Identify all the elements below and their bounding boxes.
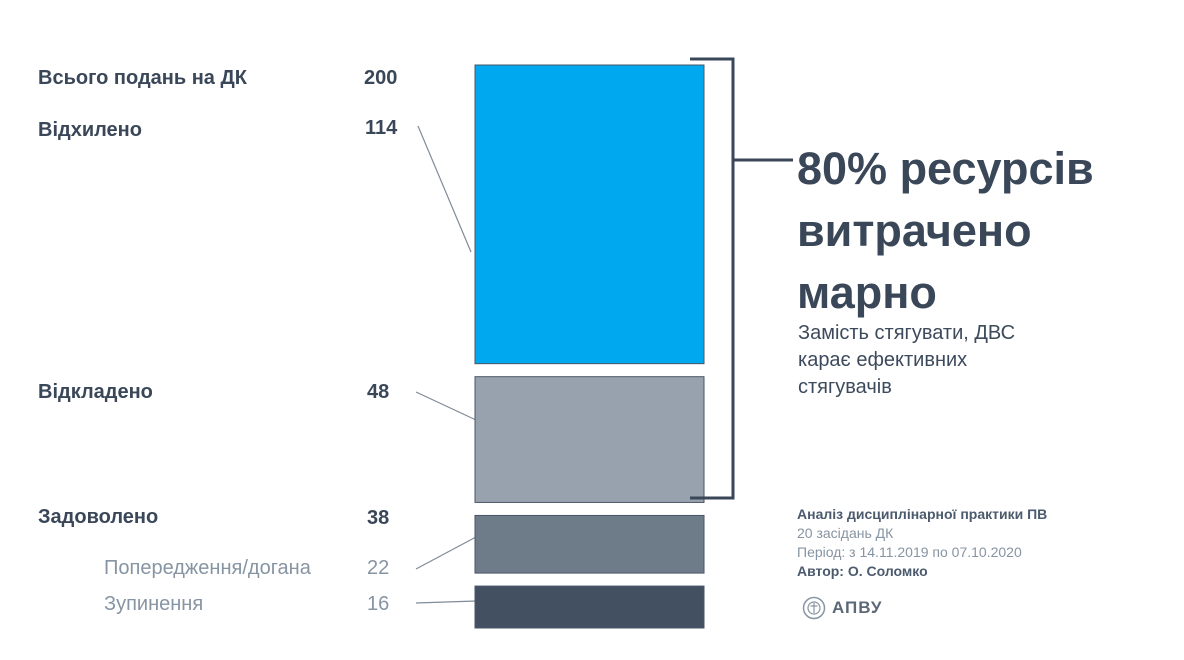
headline: 80% ресурсів витрачено марно <box>797 138 1094 324</box>
warning-label: Попередження/догана <box>104 557 311 579</box>
subtext-line-3: стягувачів <box>798 376 892 398</box>
postponed-value: 48 <box>367 381 390 403</box>
info-block: Аналіз дисциплінарної практики ПВ 20 зас… <box>797 505 1047 581</box>
subtext-line-2: карає ефективних <box>798 349 968 371</box>
subtext-line-1: Замість стягувати, ДВС <box>798 322 1016 344</box>
bar-suspension <box>474 585 705 629</box>
info-author: Автор: О. Соломко <box>797 563 928 579</box>
satisfied-label: Задоволено <box>38 506 159 528</box>
headline-line-2: витрачено <box>797 205 1032 256</box>
total-label: Всього подань на ДК <box>38 67 247 89</box>
apvu-emblem-icon <box>802 596 826 620</box>
satisfied-value: 38 <box>367 507 390 529</box>
suspension-leader-line <box>415 600 477 604</box>
total-value: 200 <box>364 67 398 89</box>
rejected-value: 114 <box>365 117 398 139</box>
bracket <box>690 57 793 500</box>
bar-rejected <box>474 64 705 365</box>
info-title: Аналіз дисциплінарної практики ПВ <box>797 506 1048 522</box>
bar-postponed <box>474 376 705 503</box>
warning-leader-line <box>415 536 477 570</box>
warning-value: 22 <box>367 557 390 579</box>
info-period: Період: з 14.11.2019 по 07.10.2020 <box>797 544 1022 560</box>
headline-line-1: 80% ресурсів <box>797 143 1094 194</box>
bar-warning <box>474 514 705 574</box>
apvu-logo: АПВУ <box>802 596 882 620</box>
postponed-leader-line <box>415 391 477 421</box>
postponed-label: Відкладено <box>38 381 153 403</box>
subtext: Замість стягувати, ДВС карає ефективних … <box>798 320 1015 401</box>
rejected-label: Відхилено <box>38 119 142 141</box>
headline-line-3: марно <box>797 267 937 318</box>
suspension-label: Зупинення <box>104 593 204 615</box>
suspension-value: 16 <box>367 593 390 615</box>
info-meetings: 20 засідань ДК <box>797 525 894 541</box>
rejected-leader-line <box>417 125 472 253</box>
logo-text: АПВУ <box>832 598 883 617</box>
